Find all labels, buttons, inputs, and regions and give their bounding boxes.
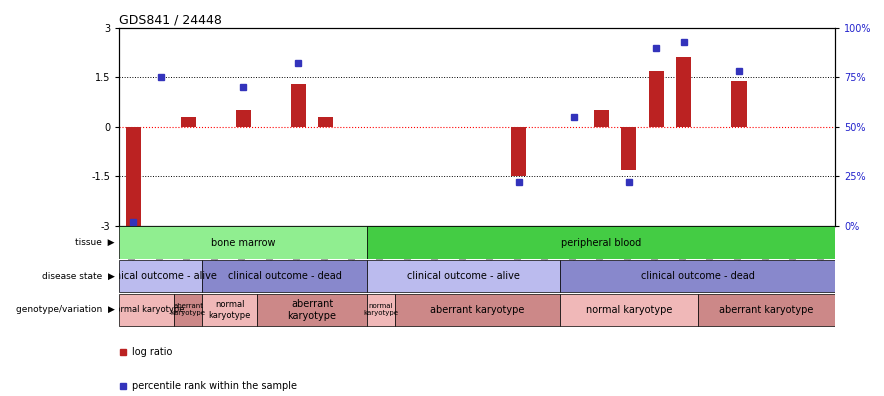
Text: bone marrow: bone marrow <box>211 238 276 248</box>
Bar <box>621 127 636 169</box>
Text: normal
karyotype: normal karyotype <box>363 303 399 316</box>
Bar <box>511 127 526 176</box>
Bar <box>119 227 367 259</box>
Text: GDS841 / 24448: GDS841 / 24448 <box>119 13 222 27</box>
Text: aberrant
karyotype: aberrant karyotype <box>171 303 206 316</box>
Bar <box>318 117 333 127</box>
Bar <box>126 127 141 226</box>
Text: clinical outcome - alive: clinical outcome - alive <box>104 271 217 281</box>
Text: clinical outcome - dead: clinical outcome - dead <box>641 271 755 281</box>
Bar <box>174 294 202 326</box>
Bar <box>202 294 257 326</box>
Bar <box>649 70 664 127</box>
Text: normal
karyotype: normal karyotype <box>209 300 251 320</box>
Bar <box>697 294 835 326</box>
Text: aberrant karyotype: aberrant karyotype <box>720 305 813 315</box>
Text: peripheral blood: peripheral blood <box>561 238 642 248</box>
Bar <box>395 294 560 326</box>
Bar <box>119 294 174 326</box>
Bar <box>594 110 609 127</box>
Bar <box>731 80 747 127</box>
Bar <box>367 260 560 292</box>
Bar <box>367 294 395 326</box>
Text: percentile rank within the sample: percentile rank within the sample <box>132 381 297 392</box>
Bar <box>560 260 835 292</box>
Text: clinical outcome - dead: clinical outcome - dead <box>228 271 341 281</box>
Text: normal karyotype: normal karyotype <box>585 305 672 315</box>
Text: clinical outcome - alive: clinical outcome - alive <box>408 271 520 281</box>
Bar <box>560 294 697 326</box>
Text: log ratio: log ratio <box>132 346 172 357</box>
Bar <box>257 294 367 326</box>
Bar <box>676 57 691 127</box>
Text: aberrant karyotype: aberrant karyotype <box>431 305 524 315</box>
Text: aberrant
karyotype: aberrant karyotype <box>287 299 337 321</box>
Bar <box>291 84 306 127</box>
Text: normal karyotype: normal karyotype <box>110 305 184 314</box>
Bar <box>119 260 202 292</box>
Bar <box>202 260 367 292</box>
Text: disease state  ▶: disease state ▶ <box>42 272 115 281</box>
Bar <box>367 227 835 259</box>
Bar <box>180 117 195 127</box>
Text: genotype/variation  ▶: genotype/variation ▶ <box>16 305 115 314</box>
Bar <box>236 110 251 127</box>
Text: tissue  ▶: tissue ▶ <box>75 238 115 247</box>
